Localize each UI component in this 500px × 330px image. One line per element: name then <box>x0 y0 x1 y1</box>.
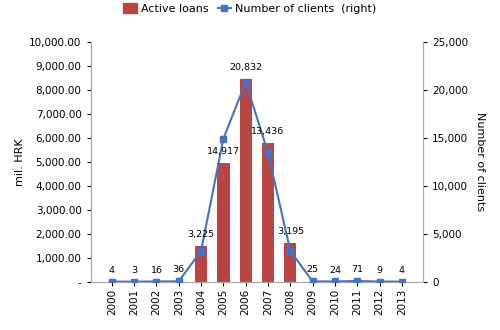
Text: 20,832: 20,832 <box>229 63 262 72</box>
Text: 13,436: 13,436 <box>252 127 284 136</box>
Text: 14,917: 14,917 <box>207 147 240 156</box>
Bar <box>195 246 207 282</box>
Text: 9: 9 <box>376 266 382 275</box>
Legend: Active loans, Number of clients  (right): Active loans, Number of clients (right) <box>119 0 381 18</box>
Text: 3,195: 3,195 <box>277 227 304 236</box>
Text: 4: 4 <box>399 266 405 275</box>
Text: 24: 24 <box>329 266 341 275</box>
Bar <box>218 163 230 282</box>
Bar <box>240 79 252 282</box>
Text: 25: 25 <box>306 266 318 275</box>
Bar <box>262 143 274 282</box>
Text: 71: 71 <box>352 265 364 274</box>
Text: 4: 4 <box>109 266 115 275</box>
Bar <box>284 243 296 282</box>
Text: 16: 16 <box>150 266 162 275</box>
Y-axis label: Number of clients: Number of clients <box>475 112 485 212</box>
Text: 3: 3 <box>131 266 137 275</box>
Text: 3,225: 3,225 <box>188 230 214 239</box>
Text: 36: 36 <box>172 265 185 274</box>
Y-axis label: mil. HRK: mil. HRK <box>15 138 25 186</box>
